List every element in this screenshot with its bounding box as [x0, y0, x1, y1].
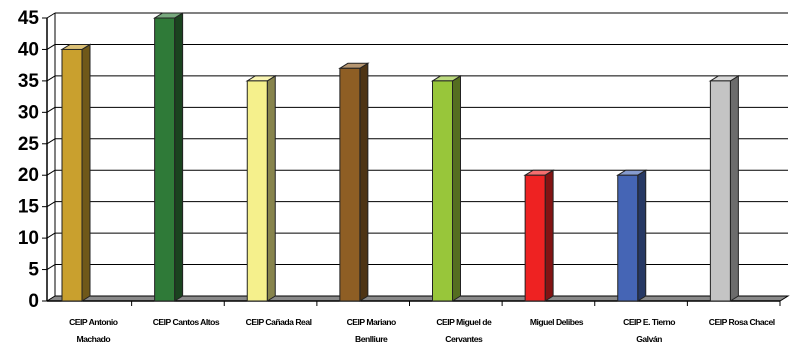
x-tick-label: Benlliure: [355, 334, 388, 344]
bar-side: [637, 169, 647, 302]
bar: [523, 169, 555, 302]
y-tick-label: 45: [18, 8, 40, 29]
x-tick-label: Galván: [636, 334, 662, 344]
y-tick-label: 40: [18, 39, 39, 60]
x-tick-label: CEIP Rosa Chacel: [709, 317, 775, 327]
bar-front: [709, 80, 731, 302]
y-tick-label: 5: [28, 260, 39, 281]
gridline-depth: [46, 44, 56, 50]
y-tick-label: 15: [18, 197, 40, 218]
x-tick-label: Cervantes: [445, 334, 483, 344]
bar-front: [617, 174, 639, 302]
bar-side: [174, 12, 184, 302]
bar-front: [246, 80, 268, 302]
x-tick-label: CEIP E. Tierno: [623, 317, 675, 327]
bar-side: [544, 169, 554, 302]
y-tick-label: 30: [18, 102, 39, 123]
x-tick-label: CEIP Mariano: [347, 317, 396, 327]
gridline-depth: [46, 169, 56, 176]
bar: [152, 12, 185, 302]
x-tick-label: CEIP Antonio: [69, 317, 118, 327]
bar: [245, 74, 277, 302]
y-tick-label: 20: [18, 165, 39, 186]
gridline-depth: [46, 264, 56, 270]
bar-side: [729, 74, 739, 302]
gridline-depth: [46, 12, 56, 19]
gridline-depth: [46, 75, 56, 82]
axes: [42, 13, 790, 306]
x-tick-label: CEIP Cantos Altos: [153, 317, 220, 327]
bar: [60, 43, 92, 302]
y-tick-label: 0: [28, 291, 39, 312]
gridline-depth: [46, 106, 56, 113]
bar-front: [61, 48, 83, 302]
x-tick-label: Miguel Delibes: [530, 317, 584, 327]
y-axis-tick-labels: 0 5 10 15 20 25 30 35 40 45: [18, 8, 40, 312]
y-tick-label: 35: [18, 71, 40, 92]
bar: [430, 74, 463, 302]
bar: [708, 74, 741, 302]
bar-side: [81, 43, 91, 302]
y-tick-label: 10: [18, 228, 39, 249]
gridline-depth: [46, 201, 56, 208]
bar-front: [432, 80, 453, 302]
bar-side: [359, 62, 369, 302]
bar: [338, 62, 370, 302]
x-tick-label: Machado: [76, 334, 110, 344]
bar-front: [524, 174, 546, 302]
x-tick-label: CEIP Cañada Real: [246, 317, 312, 327]
bar-side: [266, 74, 276, 302]
y-tick-label: 25: [18, 134, 40, 155]
gridline-depth: [46, 138, 56, 145]
bars: [60, 12, 741, 302]
x-axis-tick-labels: CEIP Antonio Machado CEIP Cantos Altos CEIP…: [69, 317, 775, 344]
bar: [616, 169, 648, 302]
bar-front: [154, 17, 176, 302]
x-tick-label: CEIP Miguel de: [436, 317, 492, 327]
bar-front: [339, 67, 361, 302]
gridline-depth: [46, 232, 56, 239]
bar-side: [452, 74, 461, 302]
